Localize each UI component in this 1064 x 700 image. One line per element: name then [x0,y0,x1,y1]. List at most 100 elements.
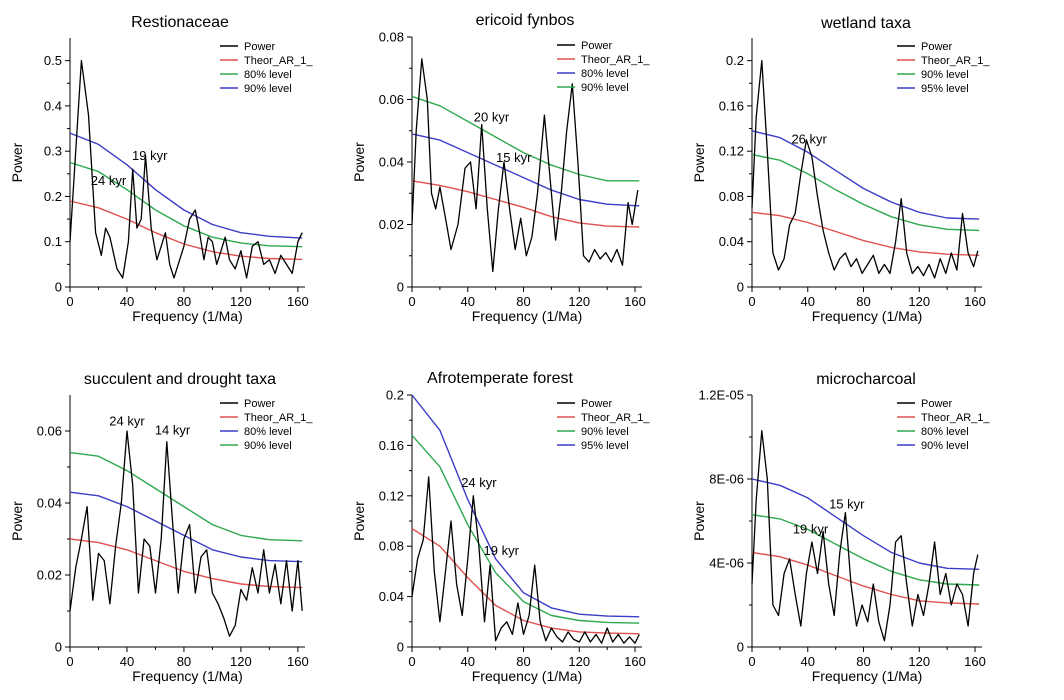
y-tick-label: 0 [55,280,62,295]
legend-entry-theor-ar-1: Theor_AR_1_ [244,55,313,67]
y-tick-label: 0.04 [719,234,744,249]
series-line-90-level [69,451,303,542]
chart-panel-restionaceae: Restionaceae 0 0.1 0.2 0.3 0.4 0.5 0 40 80 120 160 F… [9,14,313,324]
x-axis-label: Frequency (1/Ma) [132,308,242,324]
x-tick-label: 40 [461,294,475,309]
series-line-power [69,430,303,637]
y-tick-label: 0.1 [44,234,62,249]
y-tick-label: 4E-06 [709,556,744,571]
legend-entry-80-level: 80% level [244,69,292,81]
chart-panel-ericoid-fynbos: ericoid fynbos 0 0.02 0.04 0.06 0.08 0 40 80 120 1… [351,12,650,324]
series-line-theor-ar-1 [69,538,303,589]
x-tick-label: 40 [801,294,815,309]
x-tick-label: 80 [516,654,530,669]
legend-entry-theor-ar-1: Theor_AR_1_ [581,54,650,66]
x-tick-label: 160 [287,294,309,309]
chart-panel-microcharcoal: microcharcoal 0 4E-06 8E-06 1.2E-05 0 40 80 120 1… [691,371,990,684]
legend-entry-power: Power [921,398,953,410]
legend-entry-power: Power [581,40,613,52]
x-tick-label: 80 [177,654,191,669]
panel-title: Afrotemperate forest [427,370,573,387]
legend-entry-80-level: 80% level [581,68,629,80]
peak-annotation: 19 kyr [484,543,520,558]
x-axis-label: Frequency (1/Ma) [472,308,582,324]
legend-entry-power: Power [244,398,276,410]
legend-entry-90-level: 90% level [581,426,629,438]
series-line-90-level [751,153,980,232]
x-tick-label: 120 [230,654,252,669]
x-tick-label: 120 [568,294,590,309]
series-line-power [751,430,979,642]
x-tick-label: 40 [461,654,475,669]
series-line-90-level [751,478,980,570]
legend-entry-90-level: 90% level [921,69,969,81]
legend-entry-power: Power [244,41,276,53]
y-tick-label: 0.12 [379,488,404,503]
y-tick-label: 0.02 [379,217,404,232]
x-axis-label: Frequency (1/Ma) [812,668,922,684]
peak-annotation: 24 kyr [461,475,497,490]
x-axis-label: Frequency (1/Ma) [812,308,922,324]
peak-annotation: 19 kyr [132,148,168,163]
panel-title: ericoid fynbos [476,12,575,29]
series-line-80-level [69,161,303,248]
series-line-90-level [411,434,640,624]
legend-entry-80-level: 80% level [244,426,292,438]
chart-panel-succulent-and-drought-taxa: succulent and drought taxa 0 0.02 0.04 0.06 0… [9,371,313,684]
y-tick-label: 0.2 [726,53,744,68]
x-tick-label: 0 [66,294,73,309]
y-tick-label: 0.4 [44,98,62,113]
x-tick-label: 0 [66,654,73,669]
y-tick-label: 0.2 [386,388,404,403]
legend-entry-power: Power [581,398,613,410]
peak-annotation: 14 kyr [155,423,191,438]
peak-annotation: 26 kyr [791,131,827,146]
chart-panel-afrotemperate-forest: Afrotemperate forest 0 0.04 0.08 0.12 0.16 0.2… [351,370,650,684]
x-tick-label: 80 [516,294,530,309]
x-axis-label: Frequency (1/Ma) [132,668,242,684]
y-tick-label: 0.2 [44,189,62,204]
series-line-80-level [751,514,980,586]
y-tick-label: 0 [737,640,744,655]
y-axis-label: Power [9,501,25,541]
x-tick-label: 40 [120,654,134,669]
chart-panel-wetland-taxa: wetland taxa 0 0.04 0.08 0.12 0.16 0.2 0 40 80 120… [691,15,990,324]
y-tick-label: 0.06 [37,424,62,439]
y-tick-label: 0.08 [379,30,404,45]
series-line-80-level [411,133,640,207]
series-line-theor-ar-1 [411,528,640,635]
series-line-power [411,58,639,273]
x-tick-label: 80 [856,294,870,309]
legend-entry-theor-ar-1: Theor_AR_1_ [921,412,990,424]
y-tick-label: 0 [737,280,744,295]
x-tick-label: 40 [120,294,134,309]
y-tick-label: 0.16 [379,438,404,453]
legend-entry-power: Power [921,41,953,53]
x-axis-label: Frequency (1/Ma) [472,668,582,684]
x-tick-label: 0 [748,294,755,309]
y-axis-label: Power [9,142,25,182]
legend-entry-theor-ar-1: Theor_AR_1_ [244,412,313,424]
x-tick-label: 120 [568,654,590,669]
peak-annotation: 20 kyr [474,109,510,124]
y-tick-label: 0.08 [379,539,404,554]
series-line-95-level [751,130,980,220]
y-tick-label: 0.02 [37,568,62,583]
series-line-theor-ar-1 [751,211,980,256]
peak-annotation: 24 kyr [91,173,127,188]
series-line-95-level [411,394,640,618]
y-tick-label: 0.06 [379,92,404,107]
y-axis-label: Power [351,501,367,541]
peak-annotation: 15 kyr [829,496,865,511]
legend-entry-95-level: 95% level [581,440,629,452]
peak-annotation: 19 kyr [793,522,829,537]
x-tick-label: 160 [624,294,646,309]
x-tick-label: 0 [408,654,415,669]
y-axis-label: Power [691,142,707,182]
y-tick-label: 0.08 [719,189,744,204]
series-line-power [69,59,303,279]
series-line-90-level [69,132,303,239]
x-tick-label: 120 [908,294,930,309]
x-tick-label: 0 [748,654,755,669]
y-tick-label: 0.5 [44,53,62,68]
